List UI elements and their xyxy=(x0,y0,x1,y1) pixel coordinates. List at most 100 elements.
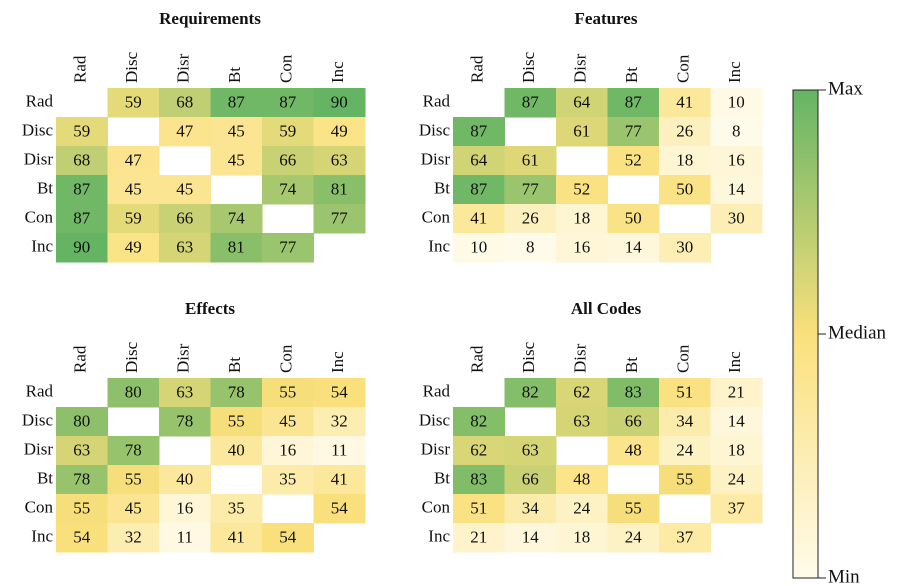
cell-label: 80 xyxy=(73,411,90,430)
cell-label: 63 xyxy=(522,440,539,459)
heatmap-cell xyxy=(710,117,763,147)
x-tick-label: Rad xyxy=(71,55,90,83)
cell-label: 54 xyxy=(279,527,297,546)
cell-label: 24 xyxy=(676,440,694,459)
cell-label: 52 xyxy=(573,179,590,198)
heatmap-cell xyxy=(659,465,711,495)
colorbar-label: Max xyxy=(828,78,863,99)
cell-label: 45 xyxy=(279,411,296,430)
heatmap-cell xyxy=(313,378,366,408)
x-tick-label: Disr xyxy=(174,53,193,83)
cell-label: 30 xyxy=(676,237,693,256)
heatmap-cell xyxy=(210,233,263,263)
cell-label: 14 xyxy=(728,411,746,430)
y-tick-label: Rad xyxy=(423,381,451,400)
cell-label: 55 xyxy=(676,469,693,488)
heatmap-cell xyxy=(504,88,557,118)
cell-label: 61 xyxy=(573,121,590,140)
cell-label: 61 xyxy=(522,150,539,169)
cell-label: 63 xyxy=(176,382,193,401)
heatmap-cell xyxy=(159,117,211,147)
heatmap-cell xyxy=(107,436,160,466)
heatmap-cell xyxy=(556,117,608,147)
cell-label: 47 xyxy=(176,121,194,140)
heatmap-cell xyxy=(313,88,366,118)
heatmap-cell xyxy=(107,378,160,408)
cell-label: 50 xyxy=(625,208,642,227)
cell-label: 32 xyxy=(125,527,142,546)
heatmap-cell xyxy=(556,378,608,408)
heatmap-cell xyxy=(313,175,366,205)
heatmap-cell xyxy=(453,233,505,263)
heatmap-cell xyxy=(710,465,763,495)
y-tick-label: Rad xyxy=(26,91,54,110)
heatmap-cell xyxy=(504,233,557,263)
y-tick-label: Disr xyxy=(421,149,451,168)
cell-label: 48 xyxy=(625,440,642,459)
x-tick-label: Disc xyxy=(122,51,141,83)
heatmap-cell xyxy=(453,436,505,466)
chart-title: Features xyxy=(575,9,638,28)
cell-label: 83 xyxy=(470,469,487,488)
cell-label: 87 xyxy=(470,121,488,140)
cell-label: 80 xyxy=(125,382,142,401)
y-tick-label: Disr xyxy=(24,149,54,168)
cell-label: 68 xyxy=(176,92,193,111)
cell-label: 63 xyxy=(176,237,193,256)
cell-label: 74 xyxy=(279,179,297,198)
cell-label: 52 xyxy=(625,150,642,169)
cell-label: 21 xyxy=(470,527,487,546)
heatmap-cell xyxy=(710,378,763,408)
heatmap-cell xyxy=(262,175,314,205)
heatmap-cell xyxy=(210,407,263,437)
heatmap-cell xyxy=(159,233,211,263)
heatmap-cell xyxy=(504,204,557,234)
heatmap-cell xyxy=(262,407,314,437)
cell-label: 66 xyxy=(625,411,642,430)
heatmap-cell xyxy=(107,88,160,118)
cell-label: 66 xyxy=(176,208,193,227)
heatmap-cell xyxy=(504,378,557,408)
cell-label: 14 xyxy=(522,527,540,546)
y-tick-label: Con xyxy=(25,207,54,226)
cell-label: 62 xyxy=(470,440,487,459)
y-tick-label: Disc xyxy=(22,410,54,429)
y-tick-label: Inc xyxy=(31,236,53,255)
cell-label: 34 xyxy=(676,411,694,430)
cell-label: 87 xyxy=(470,179,488,198)
cell-label: 55 xyxy=(73,498,90,517)
heatmap-cell xyxy=(56,117,108,147)
cell-label: 68 xyxy=(73,150,90,169)
x-tick-label: Disr xyxy=(571,53,590,83)
heatmap-cell xyxy=(159,204,211,234)
x-tick-label: Bt xyxy=(225,67,244,83)
cell-label: 48 xyxy=(573,469,590,488)
heatmap-cell xyxy=(262,117,314,147)
cell-label: 64 xyxy=(470,150,488,169)
x-tick-label: Con xyxy=(277,344,296,373)
heatmap-cell xyxy=(210,204,263,234)
cell-label: 14 xyxy=(728,179,746,198)
heatmap-cell xyxy=(710,494,763,524)
heatmap-cell xyxy=(504,146,557,176)
heatmap-cell xyxy=(210,88,263,118)
heatmap-cell xyxy=(556,523,608,553)
heatmap-cell xyxy=(504,175,557,205)
cell-label: 64 xyxy=(573,92,591,111)
y-tick-label: Inc xyxy=(31,526,53,545)
y-tick-label: Inc xyxy=(428,526,450,545)
cell-label: 87 xyxy=(73,208,91,227)
x-tick-label: Bt xyxy=(622,67,641,83)
heatmap-cell xyxy=(210,378,263,408)
cell-label: 35 xyxy=(228,498,245,517)
heatmap-cell xyxy=(56,436,108,466)
cell-label: 54 xyxy=(331,382,349,401)
cell-label: 41 xyxy=(470,208,487,227)
heatmap-cell xyxy=(313,465,366,495)
x-tick-label: Inc xyxy=(328,351,347,373)
cell-label: 47 xyxy=(125,150,143,169)
heatmap-cell xyxy=(453,146,505,176)
cell-label: 21 xyxy=(728,382,745,401)
heatmap-cell xyxy=(504,436,557,466)
cell-label: 63 xyxy=(331,150,348,169)
